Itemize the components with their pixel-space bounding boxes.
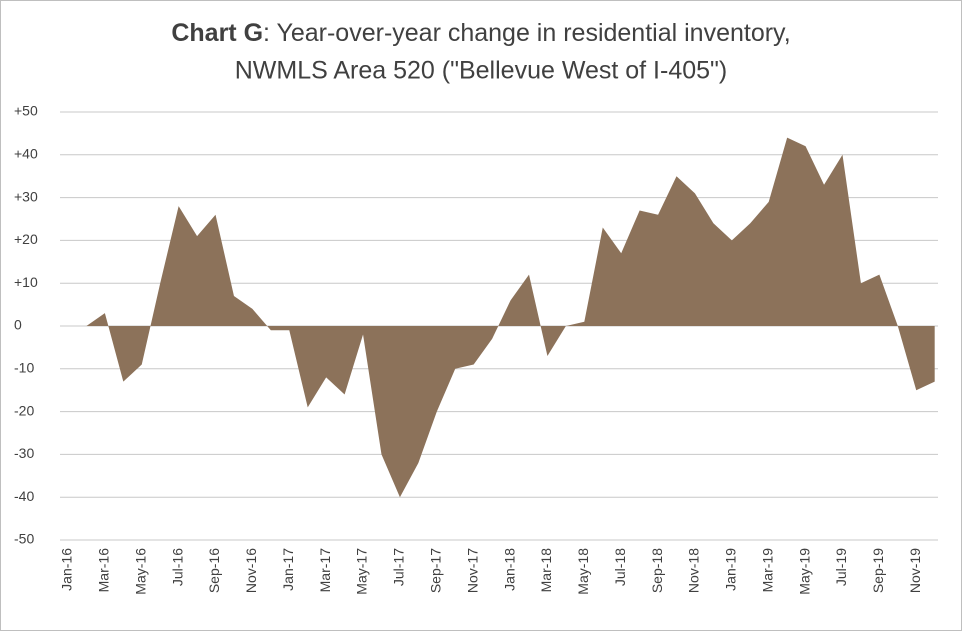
x-tick-label: Jan-19 — [723, 548, 739, 591]
x-tick-label: May-17 — [354, 548, 370, 595]
x-tick-label: May-16 — [132, 548, 148, 595]
x-tick-label: Nov-18 — [686, 548, 702, 593]
y-tick-label: -10 — [14, 360, 34, 376]
x-tick-label: Sep-19 — [870, 548, 886, 593]
x-tick-label: Mar-18 — [538, 548, 554, 593]
x-tick-label: Nov-17 — [464, 548, 480, 593]
x-tick-label: Mar-16 — [96, 548, 112, 593]
area — [68, 137, 935, 498]
x-tick-label: Mar-19 — [759, 548, 775, 593]
y-tick-label: +10 — [14, 274, 38, 290]
x-tick-label: Jul-19 — [833, 548, 849, 586]
x-tick-label: Jan-16 — [59, 548, 75, 591]
y-tick-label: +20 — [14, 231, 38, 247]
x-tick-label: Sep-18 — [649, 548, 665, 593]
y-tick-label: 0 — [14, 317, 22, 333]
y-tick-label: +30 — [14, 188, 38, 204]
x-tick-label: May-19 — [796, 548, 812, 595]
y-tick-label: -20 — [14, 402, 34, 418]
y-tick-label: -30 — [14, 445, 34, 461]
x-tick-label: Jan-18 — [501, 548, 517, 591]
x-tick-label: Nov-19 — [907, 548, 923, 593]
x-tick-label: Jul-18 — [612, 548, 628, 586]
x-tick-label: Sep-17 — [428, 548, 444, 593]
x-tick-label: Jan-17 — [280, 548, 296, 591]
chart-subtitle: NWMLS Area 520 ("Bellevue West of I-405"… — [235, 57, 728, 85]
x-tick-label: May-18 — [575, 548, 591, 595]
chart-title: Chart G: Year-over-year change in reside… — [171, 19, 790, 47]
x-tick-label: Mar-17 — [317, 548, 333, 593]
y-tick-label: -50 — [14, 531, 34, 547]
title-rest: : Year-over-year change in residential i… — [263, 19, 791, 47]
y-tick-label: +40 — [14, 146, 38, 162]
y-tick-label: +50 — [14, 103, 38, 119]
x-tick-label: Nov-16 — [243, 548, 259, 593]
x-tick-label: Sep-16 — [206, 548, 222, 593]
y-tick-label: -40 — [14, 488, 34, 504]
x-tick-label: Jul-16 — [169, 548, 185, 586]
x-tick-label: Jul-17 — [391, 548, 407, 586]
title-bold: Chart G — [171, 19, 263, 47]
